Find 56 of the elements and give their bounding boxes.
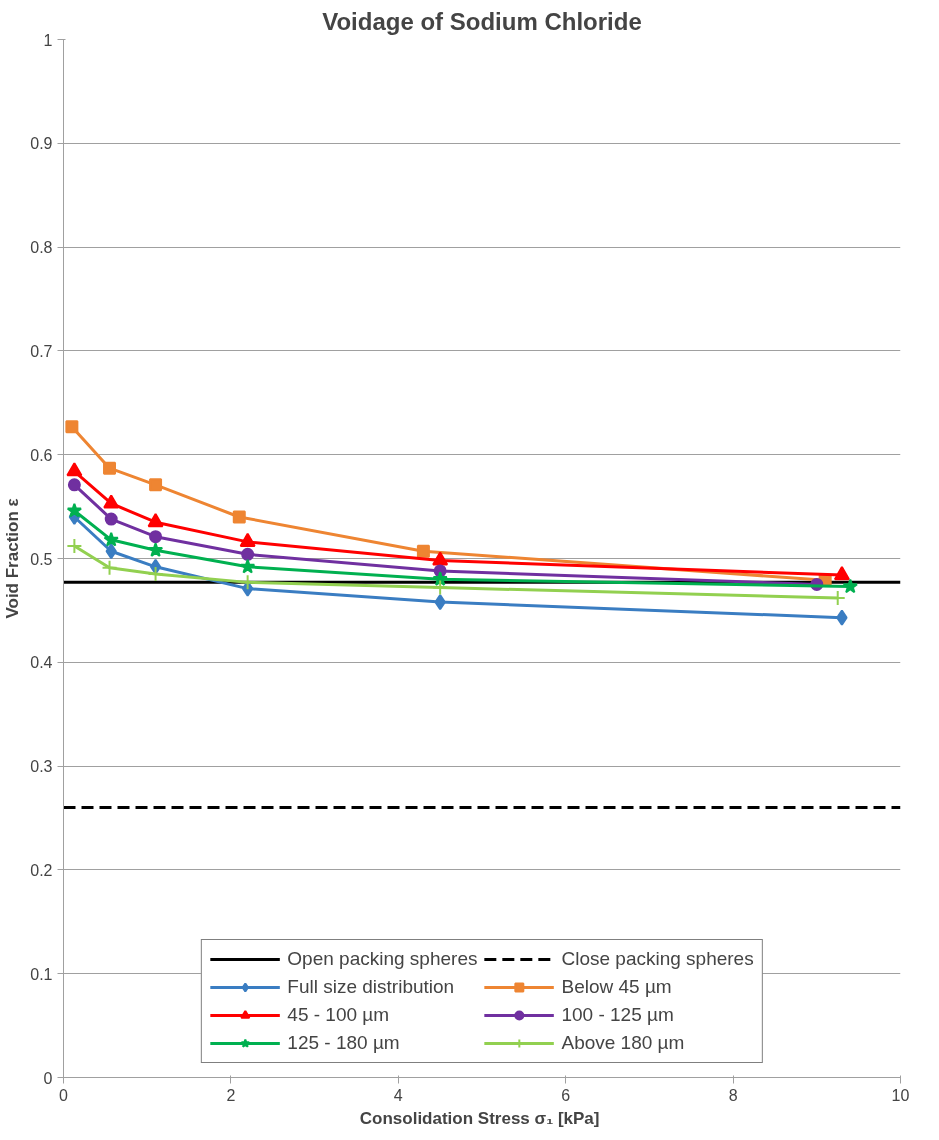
y-tick-label: 0.4	[30, 654, 53, 672]
point	[239, 558, 256, 574]
point	[105, 543, 117, 560]
x-tick-label: 10	[891, 1086, 910, 1104]
x-tick-label: 8	[728, 1086, 738, 1104]
point	[103, 531, 119, 547]
point	[842, 578, 858, 594]
y-tick-label: 0.3	[30, 758, 53, 776]
legend-label: Full size distribution	[287, 976, 455, 998]
y-tick-label: 0.7	[30, 342, 53, 360]
point	[104, 512, 118, 526]
point	[66, 538, 83, 555]
legend-label: Open packing spheres	[287, 948, 478, 970]
y-tick-label: 1	[43, 31, 53, 49]
point	[147, 566, 164, 583]
point	[147, 542, 164, 557]
point	[149, 478, 163, 492]
x-tick-label: 0	[59, 1086, 69, 1104]
point	[239, 532, 256, 547]
y-tick-label: 0.5	[30, 550, 53, 568]
point	[67, 478, 81, 492]
point	[66, 502, 83, 518]
point	[149, 530, 163, 544]
point	[432, 571, 448, 586]
x-tick-label: 6	[561, 1086, 571, 1104]
point	[65, 420, 79, 434]
legend-label: Above 180 µm	[561, 1032, 685, 1054]
point	[103, 494, 120, 509]
y-tick-label: 0.1	[30, 965, 53, 983]
point	[241, 547, 255, 561]
point	[103, 461, 117, 475]
legend-label: Below 45 µm	[561, 976, 672, 998]
y-tick-label: 0.8	[30, 239, 53, 257]
legend-label: 100 - 125 µm	[561, 1004, 674, 1026]
y-tick-label: 0.2	[30, 861, 53, 879]
point	[101, 559, 118, 576]
legend-label: Close packing spheres	[561, 948, 754, 970]
chart-title: Voidage of Sodium Chloride	[322, 7, 642, 35]
point	[836, 609, 848, 626]
x-tick-label: 4	[393, 1086, 403, 1104]
point	[434, 594, 446, 611]
point	[232, 510, 246, 524]
y-tick-label: 0	[43, 1069, 53, 1087]
y-tick-label: 0.9	[30, 135, 53, 153]
point	[432, 551, 449, 566]
point	[66, 462, 83, 477]
y-tick-label: 0.6	[30, 446, 53, 464]
x-tick-label: 2	[226, 1086, 236, 1104]
legend-label: 45 - 100 µm	[287, 1004, 390, 1026]
point	[147, 513, 164, 528]
point	[833, 566, 850, 581]
x-axis-title: Consolidation Stress σ₁ [kPa]	[359, 1108, 600, 1128]
point	[416, 544, 430, 558]
legend-label: 125 - 180 µm	[287, 1032, 400, 1054]
point	[432, 579, 449, 596]
y-axis-title: Void Fraction ε	[3, 498, 23, 619]
